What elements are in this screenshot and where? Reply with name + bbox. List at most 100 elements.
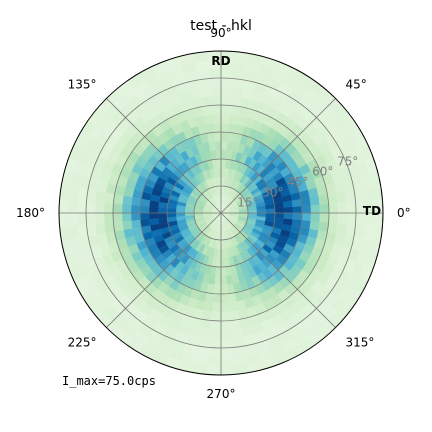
rd-direction-label: RD	[211, 54, 230, 68]
heatmap-cell	[211, 104, 222, 115]
heatmap-cell	[220, 158, 226, 169]
heatmap-cell	[256, 212, 267, 218]
heatmap-cell	[212, 302, 222, 313]
angle-tick-label: 135°	[68, 78, 97, 92]
heatmap-cell	[212, 122, 222, 133]
heatmap-cell	[319, 203, 330, 214]
heatmap-cell	[67, 199, 78, 214]
heatmap-cell	[220, 275, 228, 286]
heatmap-cell	[301, 204, 312, 214]
heatmap-cell	[95, 223, 106, 236]
radial-tick-label: 45°	[287, 175, 308, 189]
radial-tick-label: 60°	[312, 165, 333, 179]
heatmap-cell	[112, 212, 123, 223]
heatmap-cell	[209, 86, 222, 97]
angular-gridline	[220, 212, 336, 328]
angle-tick-label: 270°	[207, 387, 236, 401]
heatmap-cell	[233, 354, 248, 366]
heatmap-cell	[337, 201, 348, 214]
angular-gridline	[220, 98, 336, 214]
heatmap-cell	[291, 219, 302, 228]
td-direction-label: TD	[363, 204, 381, 218]
heatmap-cell	[230, 96, 242, 107]
heatmap-cell	[205, 292, 215, 303]
heatmap-cell	[327, 222, 338, 234]
heatmap-cell	[68, 186, 80, 201]
angular-gridline	[106, 98, 222, 214]
heatmap-cell	[202, 310, 213, 321]
heatmap-cell	[213, 284, 222, 295]
outer-frame	[58, 50, 384, 376]
heatmap-cell	[220, 347, 234, 358]
heatmap-cell	[310, 212, 321, 222]
heatmap-cell	[220, 311, 231, 322]
heatmap-cell	[220, 68, 234, 79]
heatmap-cell	[283, 206, 294, 214]
heatmap-cell	[318, 194, 329, 205]
angle-tick-labels: 0° 45° 90° 135° 180° 225° 270° 315°	[16, 26, 411, 401]
heatmap-cell	[198, 328, 211, 339]
heatmap-cell	[274, 207, 285, 214]
heatmap-cell	[157, 207, 168, 214]
heatmap-cell	[58, 212, 69, 228]
heatmap-cell	[214, 140, 222, 151]
heatmap-cell	[215, 266, 222, 277]
heatmap-cell	[220, 95, 232, 106]
heatmap-cell	[207, 356, 222, 367]
heatmap-cell	[318, 221, 329, 232]
heatmap-cell	[94, 201, 105, 214]
radial-tick-label: 30°	[262, 185, 283, 199]
heatmap-cell	[209, 338, 222, 349]
heatmap-cell	[148, 206, 159, 214]
radial-tick-labels: 15° 30° 45° 60° 75°	[237, 154, 358, 209]
heatmap-cell	[103, 212, 114, 224]
heatmap-cell	[94, 212, 105, 225]
heatmap-cell	[227, 132, 236, 143]
heatmap-cell	[220, 320, 232, 331]
heatmap-cell	[309, 220, 320, 231]
heatmap-cell	[209, 77, 222, 88]
heatmap-cell	[85, 212, 96, 225]
heatmap-cell	[231, 87, 244, 98]
heatmap-cell	[67, 212, 78, 227]
heatmap-cell	[122, 195, 133, 206]
heatmap-cell	[327, 192, 338, 204]
heatmap-cell	[212, 293, 222, 304]
heatmap-cell	[198, 87, 211, 98]
heatmap-cell	[328, 202, 339, 214]
heatmap-cell	[220, 365, 236, 376]
heatmap-cell	[220, 113, 230, 124]
chart-title: test - hkl	[190, 18, 252, 34]
heatmap-cell	[208, 68, 222, 79]
heatmap-cell	[220, 140, 228, 151]
heatmap-cell	[202, 105, 213, 116]
heatmap-cell	[220, 104, 231, 115]
heatmap-cell	[220, 149, 227, 160]
heatmap-cell	[328, 212, 339, 224]
radial-tick-label: 15°	[237, 196, 258, 210]
heatmap-cell	[206, 365, 222, 376]
heatmap-cell	[131, 197, 142, 207]
heatmap-cell	[113, 221, 124, 232]
heatmap-cell	[139, 212, 150, 221]
heatmap-cell	[292, 212, 303, 221]
heatmap-cell	[220, 77, 233, 88]
heatmap-cell	[301, 212, 312, 222]
heatmap-cell	[346, 212, 357, 225]
heatmap-cell	[220, 293, 230, 304]
heatmap-cell	[166, 208, 177, 214]
heatmap-cell	[208, 347, 222, 358]
heatmap-cell	[228, 114, 239, 125]
heatmap-cell	[121, 212, 132, 222]
heatmap-cell	[130, 212, 141, 222]
heatmap-cell	[230, 319, 242, 330]
heatmap-cell	[121, 204, 132, 214]
heatmap-cell	[213, 131, 222, 142]
heatmap-cell	[337, 212, 348, 225]
heatmap-cell	[194, 60, 209, 72]
intensity-heatmap	[58, 50, 384, 376]
heatmap-cell	[211, 311, 222, 322]
angle-tick-label: 0°	[397, 206, 411, 220]
heatmap-cell	[210, 95, 222, 106]
heatmap-cell	[200, 319, 212, 330]
